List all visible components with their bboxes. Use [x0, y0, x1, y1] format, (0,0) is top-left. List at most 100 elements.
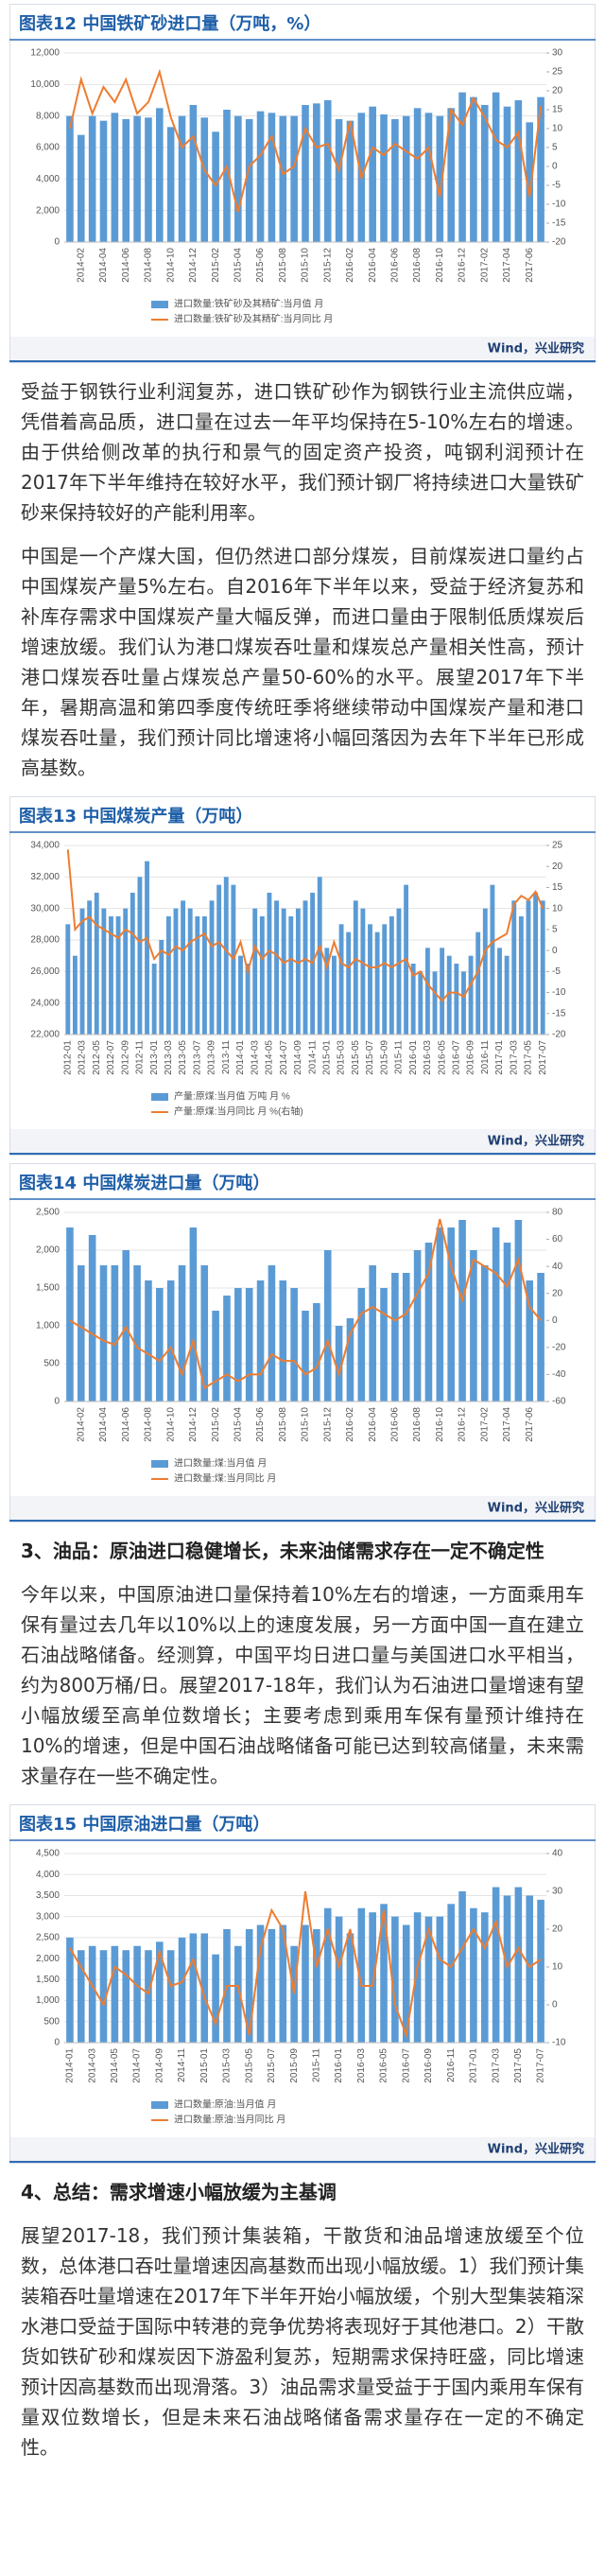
bar — [461, 971, 466, 1035]
x-tick-label: 2017-01 — [469, 2048, 479, 2083]
bar — [72, 955, 78, 1035]
x-tick-label: 2014-06 — [121, 248, 131, 283]
x-tick-label: 2014-01 — [65, 2048, 76, 2083]
bar — [492, 1887, 500, 2043]
bar — [88, 1945, 96, 2043]
x-tick-label: 2016-02 — [345, 248, 355, 283]
x-tick-label: 2016-01 — [334, 2048, 344, 2083]
bar — [335, 1326, 343, 1401]
bar — [374, 931, 380, 1035]
y-tick-label: 4,500 — [36, 1849, 60, 1859]
y2-tick-label: 20 — [552, 1924, 563, 1935]
y-tick-label: 26,000 — [30, 966, 60, 977]
x-tick-label: 2015-12 — [322, 1407, 333, 1442]
bar — [77, 134, 85, 242]
x-tick-label: 2016-09 — [424, 2048, 434, 2083]
x-tick-label: 2016-03 — [423, 1040, 433, 1075]
x-tick-label: 2014-08 — [144, 1407, 154, 1442]
y-tick-label: 30,000 — [30, 903, 60, 914]
y2-tick-label: 60 — [552, 1234, 563, 1244]
y-tick-label: 0 — [54, 237, 60, 248]
bar — [189, 1933, 198, 2043]
bar — [402, 1924, 410, 2043]
x-tick-label: 2017-06 — [525, 1407, 535, 1442]
y2-tick-label: -40 — [552, 1369, 566, 1380]
bar — [346, 931, 352, 1035]
bar — [88, 1235, 96, 1401]
y2-tick-label: -10 — [552, 200, 566, 210]
y2-tick-label: 30 — [552, 48, 563, 59]
x-tick-label: 2015-08 — [278, 1407, 288, 1442]
x-tick-label: 2013-11 — [221, 1040, 232, 1074]
bar — [187, 908, 193, 1035]
bar — [357, 1288, 366, 1401]
x-tick-label: 2014-12 — [188, 248, 199, 283]
bar — [111, 1265, 119, 1401]
y-tick-label: 1,500 — [36, 1975, 60, 1985]
bar — [324, 948, 330, 1035]
x-tick-label: 2017-03 — [491, 2048, 501, 2083]
bar — [156, 1288, 164, 1401]
x-tick-label: 2015-03 — [222, 2048, 233, 2083]
x-tick-label: 2016-02 — [345, 1407, 355, 1442]
bar — [109, 916, 113, 1035]
bar — [497, 948, 502, 1035]
x-tick-label: 2017-03 — [509, 1040, 519, 1075]
x-tick-label: 2012-11 — [135, 1040, 146, 1074]
legend-swatch — [151, 2101, 168, 2109]
x-tick-label: 2016-05 — [379, 2048, 389, 2083]
x-tick-label: 2015-11 — [394, 1040, 405, 1074]
y-tick-label: 4,000 — [36, 1870, 60, 1880]
x-tick-label: 2013-09 — [207, 1040, 217, 1075]
bar — [178, 1265, 186, 1401]
bar — [115, 916, 121, 1035]
x-tick-label: 2014-01 — [235, 1040, 246, 1075]
bar — [101, 908, 107, 1035]
bar — [436, 1916, 444, 2043]
y2-tick-label: 5 — [552, 925, 558, 935]
bar — [380, 1288, 388, 1401]
bar — [66, 1937, 74, 2043]
bar — [159, 940, 164, 1035]
bar — [279, 1280, 287, 1401]
bar — [432, 971, 438, 1035]
x-tick-label: 2014-09 — [154, 2048, 164, 2083]
x-tick-label: 2016-01 — [408, 1040, 419, 1075]
source: Wind，兴业研究 — [488, 1501, 584, 1516]
x-tick-label: 2016-06 — [390, 1407, 401, 1442]
y2-tick-label: 40 — [552, 1262, 563, 1272]
y-tick-label: 12,000 — [30, 48, 60, 59]
bar — [537, 1899, 544, 2043]
legend-swatch — [151, 301, 168, 308]
x-tick-label: 2014-03 — [87, 2048, 97, 2083]
bar — [537, 96, 544, 243]
bar — [178, 115, 186, 243]
bar — [234, 115, 242, 243]
x-tick-label: 2017-05 — [524, 1040, 534, 1075]
bar — [79, 908, 85, 1035]
line — [69, 1890, 542, 2039]
y2-tick-label: 0 — [552, 162, 558, 172]
x-tick-label: 2016-08 — [412, 248, 423, 283]
bar — [413, 1250, 422, 1401]
bar — [389, 916, 394, 1035]
bar — [360, 908, 366, 1035]
y2-tick-label: 10 — [552, 903, 563, 914]
x-tick-label: 2014-06 — [121, 1407, 131, 1442]
bar — [77, 1950, 85, 2043]
bar — [145, 1950, 152, 2043]
bar — [540, 900, 545, 1035]
bar — [302, 105, 309, 242]
y-tick-label: 500 — [43, 2016, 60, 2027]
bar — [470, 96, 477, 243]
bar — [156, 1941, 164, 2043]
x-tick-label: 2012-03 — [78, 1040, 88, 1075]
y-tick-label: 8,000 — [36, 111, 60, 121]
x-tick-label: 2017-02 — [479, 248, 490, 283]
x-tick-label: 2016-06 — [390, 248, 401, 283]
source-bar — [10, 2137, 595, 2162]
x-tick-label: 2015-06 — [255, 1407, 266, 1442]
bar — [396, 908, 402, 1035]
y2-tick-label: -60 — [552, 1397, 566, 1407]
x-tick-label: 2014-10 — [165, 248, 176, 283]
